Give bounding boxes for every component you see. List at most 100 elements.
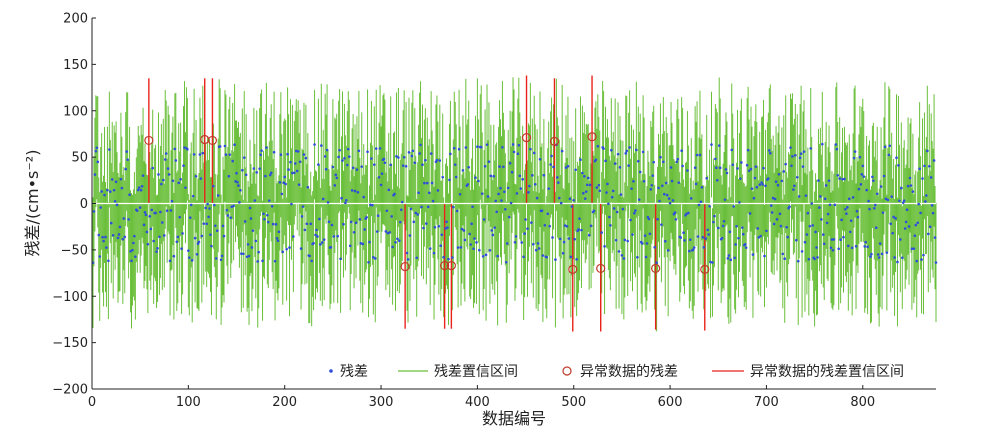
outlier-marker (700, 264, 710, 274)
residual-point (769, 204, 773, 207)
residual-point (735, 224, 738, 228)
residual-point (647, 217, 651, 221)
residual-point (803, 240, 807, 244)
residual-point (834, 143, 838, 146)
residual-point (746, 148, 750, 152)
residual-point (188, 216, 192, 219)
residual-point (751, 253, 755, 256)
residual-point (845, 212, 848, 215)
residual-point (712, 220, 715, 224)
residual-point (823, 197, 827, 201)
residual-point (872, 179, 875, 182)
residual-point (902, 199, 906, 202)
residual-point (846, 206, 849, 209)
residual-point (451, 256, 454, 259)
residual-point (721, 224, 725, 228)
residual-point (296, 150, 300, 153)
residual-point (231, 159, 234, 163)
residual-point (894, 217, 897, 220)
residual-point (762, 166, 765, 170)
residual-point (662, 160, 665, 164)
residual-point (401, 164, 405, 167)
tick-labels: 0 100 200 300 400 500 600 700 800−200−150−100−50… (52, 12, 875, 411)
residual-point (323, 155, 327, 158)
residual-point (895, 156, 898, 159)
residual-point (879, 185, 883, 188)
residual-point (907, 225, 911, 228)
residual-point (888, 144, 892, 148)
residual-point (370, 157, 373, 160)
residual-point (504, 207, 507, 211)
residual-point (352, 230, 356, 234)
residual-point (842, 235, 845, 239)
residual-point (595, 186, 599, 189)
x-tick-label: 600 (658, 395, 683, 410)
residual-point (321, 197, 325, 201)
residual-point (906, 184, 910, 188)
residual-point (99, 206, 102, 209)
residual-point (617, 250, 621, 253)
residual-point (346, 163, 349, 167)
residual-point (300, 215, 304, 218)
residual-point (131, 248, 134, 252)
residual-point (273, 259, 277, 263)
residual-point (274, 223, 278, 226)
residual-point (331, 165, 335, 169)
residual-point (290, 202, 293, 206)
residual-point (152, 239, 155, 243)
residual-point (839, 238, 842, 242)
y-tick-label: −150 (52, 336, 88, 351)
residual-point (618, 166, 622, 169)
residual-point (399, 220, 402, 224)
residual-point (841, 177, 844, 181)
residual-point (389, 163, 392, 167)
residual-point (926, 149, 929, 153)
residual-point (292, 235, 295, 238)
residual-point (455, 209, 459, 213)
residual-point (909, 184, 913, 187)
outlier-marker (207, 135, 218, 146)
residual-point (715, 166, 718, 170)
residual-point (118, 225, 122, 229)
residual-point (188, 256, 191, 259)
residual-point (602, 147, 605, 150)
residual-point (408, 234, 412, 237)
residual-point (781, 252, 785, 256)
residual-point (430, 181, 434, 185)
residual-point (843, 177, 846, 181)
residual-point (249, 217, 253, 220)
residual-point (632, 179, 635, 183)
residual-point (181, 232, 184, 235)
residual-point (326, 201, 330, 204)
residual-point (913, 234, 917, 238)
residual-point (886, 198, 890, 202)
residual-point (244, 173, 248, 177)
residual-point (736, 167, 739, 170)
residual-point (514, 235, 518, 238)
residual-point (547, 187, 550, 190)
residual-point (776, 183, 780, 187)
residual-point (365, 215, 368, 219)
residual-point (768, 149, 771, 152)
residual-point (305, 222, 309, 226)
residual-point (126, 158, 129, 162)
residual-point (551, 236, 554, 239)
residual-point (915, 259, 919, 263)
residual-point (187, 249, 190, 252)
residual-point (587, 233, 591, 237)
residual-point (693, 166, 697, 170)
residual-point (671, 199, 675, 202)
residual-point (650, 184, 654, 187)
residual-point (258, 167, 261, 170)
residual-point (427, 191, 431, 195)
residual-point (446, 226, 449, 229)
residual-point (718, 166, 722, 170)
residual-point (511, 143, 515, 146)
residual-point (93, 173, 97, 176)
residual-point (608, 215, 611, 219)
residual-point (856, 215, 860, 219)
residual-point (180, 247, 183, 250)
residual-point (638, 170, 642, 174)
y-axis-label: 残差/(cm•s⁻²) (23, 150, 42, 257)
